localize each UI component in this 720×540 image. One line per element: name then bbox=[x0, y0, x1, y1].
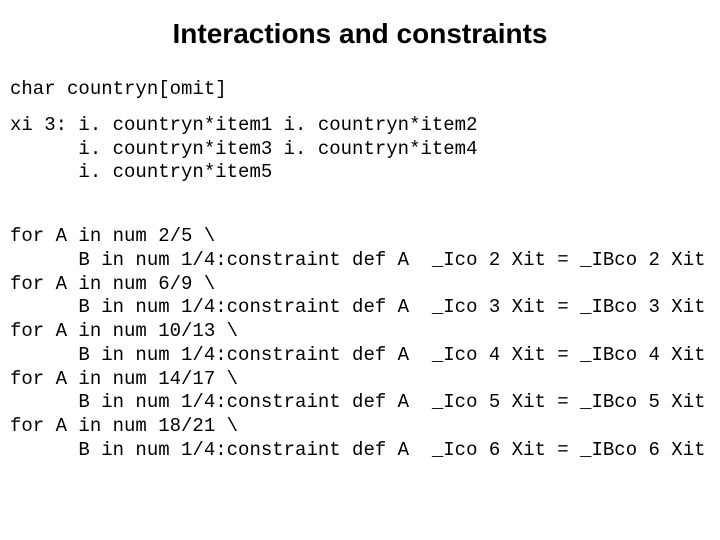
slide: Interactions and constraints char countr… bbox=[0, 0, 720, 540]
code-block-xi: xi 3: i. countryn*item1 i. countryn*item… bbox=[10, 114, 710, 185]
code-block-for: for A in num 2/5 \ B in num 1/4:constrai… bbox=[10, 225, 710, 463]
code-block-char: char countryn[omit] bbox=[10, 78, 710, 102]
slide-title: Interactions and constraints bbox=[10, 18, 710, 50]
